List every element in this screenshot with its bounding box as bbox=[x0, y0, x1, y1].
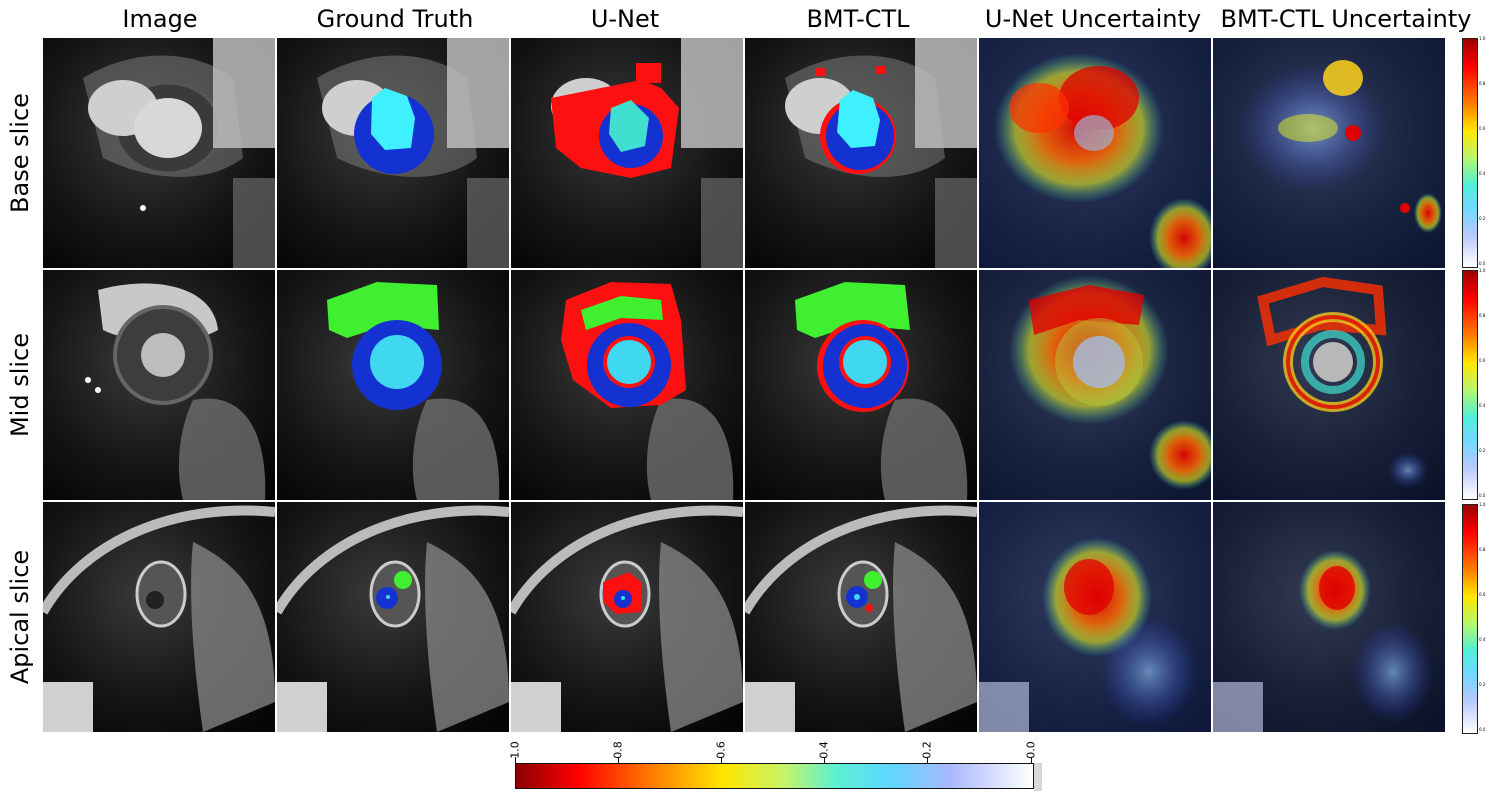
horizontal-colorbar bbox=[515, 763, 1034, 789]
panel-mid-unet bbox=[511, 270, 743, 500]
hbar-tick-label-text: 0.0 bbox=[1024, 741, 1038, 759]
hbar-tick-label-3: 0.6 bbox=[712, 740, 730, 760]
column-title-unet-uncertainty: U-Net Uncertainty bbox=[984, 5, 1202, 33]
hbar-tick-mark bbox=[618, 757, 619, 763]
panel-apical-unet-uncertainty bbox=[979, 502, 1211, 732]
colorbar-apical-tick-label: 0.6 bbox=[1479, 592, 1486, 597]
column-title-ground-truth: Ground Truth bbox=[316, 5, 474, 33]
row-label-base-text: Base slice bbox=[6, 93, 34, 213]
column-title-unet: U-Net bbox=[590, 5, 660, 33]
hbar-tick-mark bbox=[721, 757, 722, 763]
colorbar-base-tick-label: 0.0 bbox=[1479, 261, 1486, 266]
column-title-image: Image bbox=[122, 5, 198, 33]
hbar-tick-label-text: 1.0 bbox=[508, 741, 522, 759]
colorbar-mid-tick-label: 0.0 bbox=[1479, 493, 1486, 498]
row-label-mid: Mid slice bbox=[2, 270, 38, 500]
colorbar-mid bbox=[1462, 270, 1478, 500]
hbar-tick-label-text: 0.6 bbox=[714, 741, 728, 759]
panel-mid-unet-uncertainty bbox=[979, 270, 1211, 500]
colorbar-base bbox=[1462, 38, 1478, 268]
panel-apical-bmt-ctl bbox=[745, 502, 977, 732]
row-label-base: Base slice bbox=[2, 38, 38, 268]
hbar-tick-mark bbox=[824, 757, 825, 763]
hbar-tick-label-4: 0.4 bbox=[815, 740, 833, 760]
panel-mid-bmt-ctl bbox=[745, 270, 977, 500]
colorbar-apical-ticks: 1.0 0.8 0.6 0.4 0.2 0.0 bbox=[1478, 502, 1492, 734]
hbar-tick-mark bbox=[515, 757, 516, 763]
colorbar-mid-tick-label: 0.2 bbox=[1479, 448, 1486, 453]
hbar-tick-label-1: 1.0 bbox=[506, 740, 524, 760]
hbar-tick-label-text: 0.4 bbox=[817, 741, 831, 759]
hbar-tick-label-text: 0.8 bbox=[611, 741, 625, 759]
panel-mid-bmt-ctl-uncertainty bbox=[1213, 270, 1445, 500]
panel-base-unet bbox=[511, 38, 743, 268]
colorbar-base-tick-label: 0.8 bbox=[1479, 81, 1486, 86]
hbar-tick-mark bbox=[927, 757, 928, 763]
row-label-mid-text: Mid slice bbox=[6, 332, 34, 438]
panel-base-bmt-ctl bbox=[745, 38, 977, 268]
colorbar-base-tick-label: 0.2 bbox=[1479, 216, 1486, 221]
panel-mid-ground-truth bbox=[277, 270, 509, 500]
colorbar-mid-tick-label: 0.6 bbox=[1479, 358, 1486, 363]
colorbar-apical-tick-label: 0.0 bbox=[1479, 727, 1486, 732]
colorbar-apical-tick-label: 0.2 bbox=[1479, 682, 1486, 687]
colorbar-apical-tick-label: 0.4 bbox=[1479, 637, 1486, 642]
hbar-tick-label-6: 0.0 bbox=[1022, 740, 1040, 760]
hbar-tick-label-5: 0.2 bbox=[918, 740, 936, 760]
colorbar-mid-tick-label: 1.0 bbox=[1479, 268, 1486, 273]
horizontal-colorbar-shadow bbox=[1034, 763, 1042, 791]
panel-base-bmt-ctl-uncertainty bbox=[1213, 38, 1445, 268]
colorbar-apical bbox=[1462, 504, 1478, 734]
panel-apical-bmt-ctl-uncertainty bbox=[1213, 502, 1445, 732]
colorbar-base-tick-label: 0.6 bbox=[1479, 126, 1486, 131]
colorbar-apical-tick-label: 1.0 bbox=[1479, 502, 1486, 507]
panel-base-image bbox=[43, 38, 275, 268]
row-label-apical: Apical slice bbox=[2, 502, 38, 732]
hbar-tick-label-text: 0.2 bbox=[920, 741, 934, 759]
column-title-bmt-ctl-uncertainty: BMT-CTL Uncertainty bbox=[1220, 5, 1472, 33]
row-label-apical-text: Apical slice bbox=[6, 549, 34, 685]
panel-base-ground-truth bbox=[277, 38, 509, 268]
colorbar-base-tick-label: 1.0 bbox=[1479, 36, 1486, 41]
column-title-bmt-ctl: BMT-CTL bbox=[806, 5, 910, 33]
colorbar-base-ticks: 1.0 0.8 0.6 0.4 0.2 0.0 bbox=[1478, 36, 1492, 268]
colorbar-mid-tick-label: 0.8 bbox=[1479, 313, 1486, 318]
panel-apical-ground-truth bbox=[277, 502, 509, 732]
panel-mid-image bbox=[43, 270, 275, 500]
panel-apical-unet bbox=[511, 502, 743, 732]
panel-base-unet-uncertainty bbox=[979, 38, 1211, 268]
colorbar-apical-tick-label: 0.8 bbox=[1479, 547, 1486, 552]
colorbar-mid-ticks: 1.0 0.8 0.6 0.4 0.2 0.0 bbox=[1478, 268, 1492, 500]
hbar-tick-label-2: 0.8 bbox=[609, 740, 627, 760]
hbar-tick-mark bbox=[1031, 757, 1032, 763]
colorbar-mid-tick-label: 0.4 bbox=[1479, 403, 1486, 408]
colorbar-base-tick-label: 0.4 bbox=[1479, 171, 1486, 176]
panel-apical-image bbox=[43, 502, 275, 732]
